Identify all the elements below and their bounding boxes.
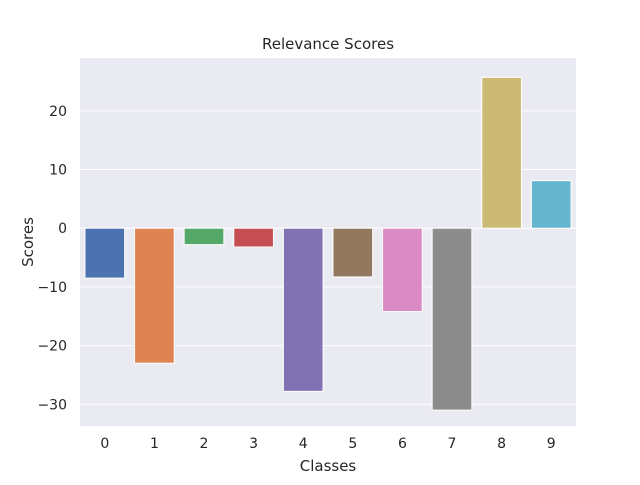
y-tick-labels: 20 10 0 −10 −20 −30: [37, 104, 67, 413]
y-tick-label: −10: [37, 280, 67, 296]
y-tick-label: 0: [58, 221, 67, 237]
x-tick-label: 0: [100, 436, 109, 452]
x-tick-label: 4: [299, 436, 308, 452]
x-tick-label: 6: [398, 436, 407, 452]
bar-class-9: [530, 180, 572, 229]
bar-class-5: [332, 227, 374, 278]
x-tick-label: 3: [249, 436, 258, 452]
bars: [84, 76, 572, 411]
x-tick-label: 2: [200, 436, 209, 452]
y-tick-label: −30: [37, 397, 67, 413]
x-tick-labels: 0 1 2 3 4 5 6 7 8 9: [100, 436, 555, 452]
y-axis-label: Scores: [19, 217, 37, 267]
bar-class-6: [382, 227, 423, 313]
y-tick-label: −20: [37, 339, 67, 355]
x-tick-label: 9: [547, 436, 556, 452]
chart-title: Relevance Scores: [262, 35, 394, 53]
x-axis-label: Classes: [300, 457, 357, 475]
x-tick-label: 5: [348, 436, 357, 452]
bar-class-1: [134, 227, 175, 364]
x-tick-label: 8: [497, 436, 506, 452]
y-tick-label: 10: [49, 163, 67, 179]
x-tick-label: 7: [448, 436, 457, 452]
x-tick-label: 1: [150, 436, 159, 452]
bar-class-2: [183, 227, 225, 246]
bar-class-8: [481, 76, 522, 229]
bar-class-7: [431, 227, 473, 411]
bar-class-3: [233, 227, 274, 248]
bar-class-0: [84, 227, 126, 279]
y-tick-label: 20: [49, 104, 67, 120]
bar-class-4: [282, 227, 324, 392]
